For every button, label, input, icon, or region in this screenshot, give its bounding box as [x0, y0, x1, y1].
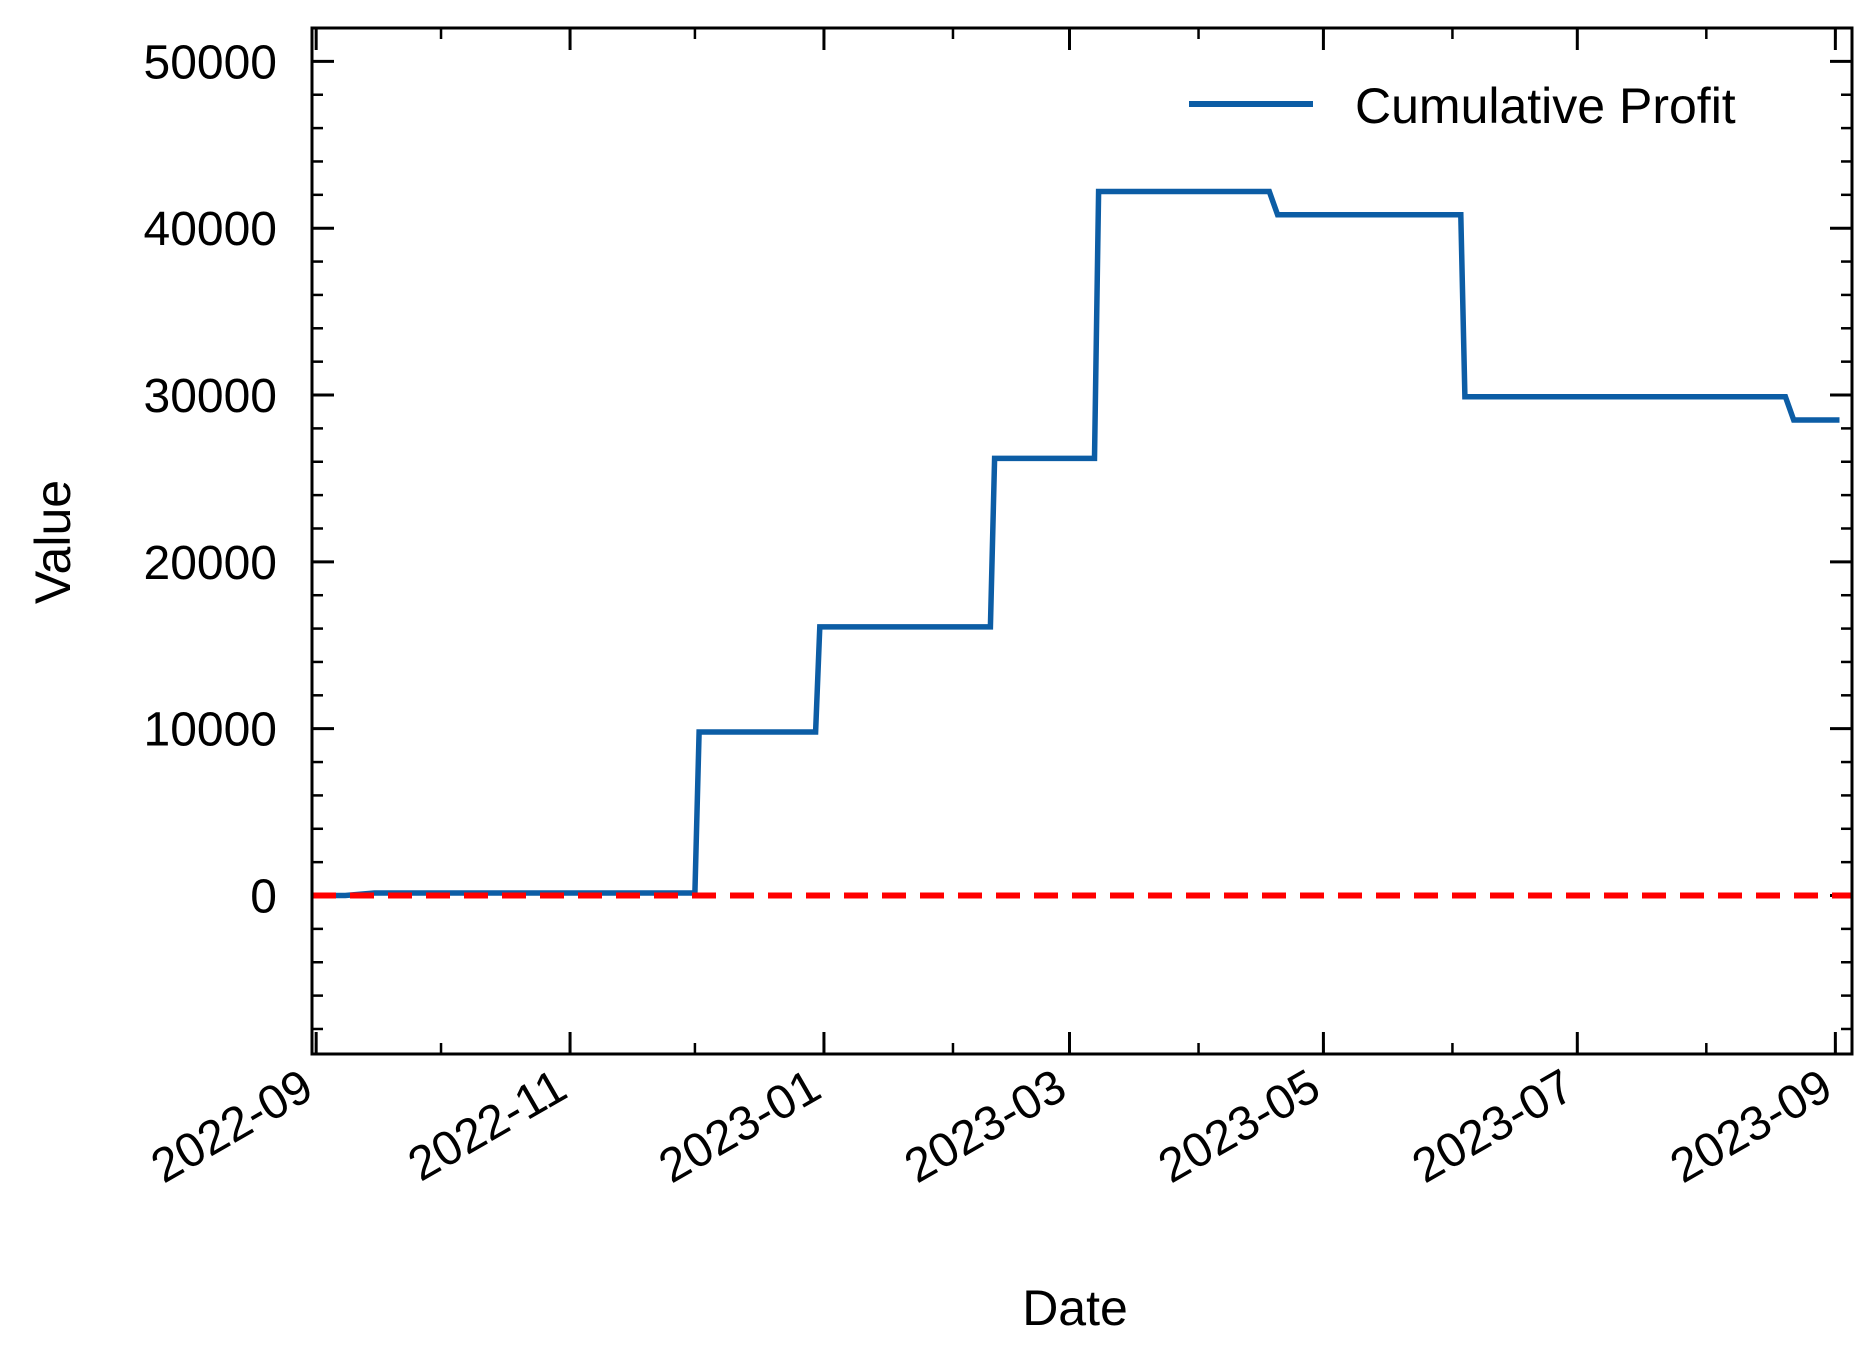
y-tick-labels: 0 10000 20000 30000 40000 50000: [144, 36, 277, 923]
y-tick-label: 50000: [144, 36, 277, 89]
x-axis-label: Date: [1022, 1280, 1128, 1336]
y-tick-label: 0: [250, 871, 277, 924]
major-ticks: [312, 28, 1852, 1054]
x-tick-label: 2023-05: [1150, 1060, 1329, 1194]
y-tick-label: 40000: [144, 203, 277, 256]
x-tick-label: 2023-01: [650, 1060, 829, 1194]
x-tick-label: 2023-09: [1662, 1060, 1841, 1194]
y-tick-label: 20000: [144, 537, 277, 590]
y-tick-label: 30000: [144, 370, 277, 423]
y-tick-label: 10000: [144, 704, 277, 757]
plot-lines: [312, 188, 1852, 899]
minor-ticks: [312, 26, 1852, 1054]
series-line-cumulative-profit: [316, 188, 1840, 899]
x-tick-label: 2022-11: [400, 1060, 576, 1192]
plot-frame: [310, 26, 1854, 1056]
x-tick-label: 2022-09: [143, 1060, 322, 1194]
y-axis-label: Value: [25, 480, 81, 604]
x-tick-labels: 2022-09 2022-11 2023-01 2023-03 2023-05 2023-…: [143, 1060, 1841, 1194]
x-tick-label: 2023-03: [896, 1060, 1075, 1194]
legend-label: Cumulative Profit: [1355, 78, 1736, 134]
x-tick-label: 2023-07: [1404, 1060, 1583, 1194]
legend: Cumulative Profit: [1189, 78, 1736, 134]
